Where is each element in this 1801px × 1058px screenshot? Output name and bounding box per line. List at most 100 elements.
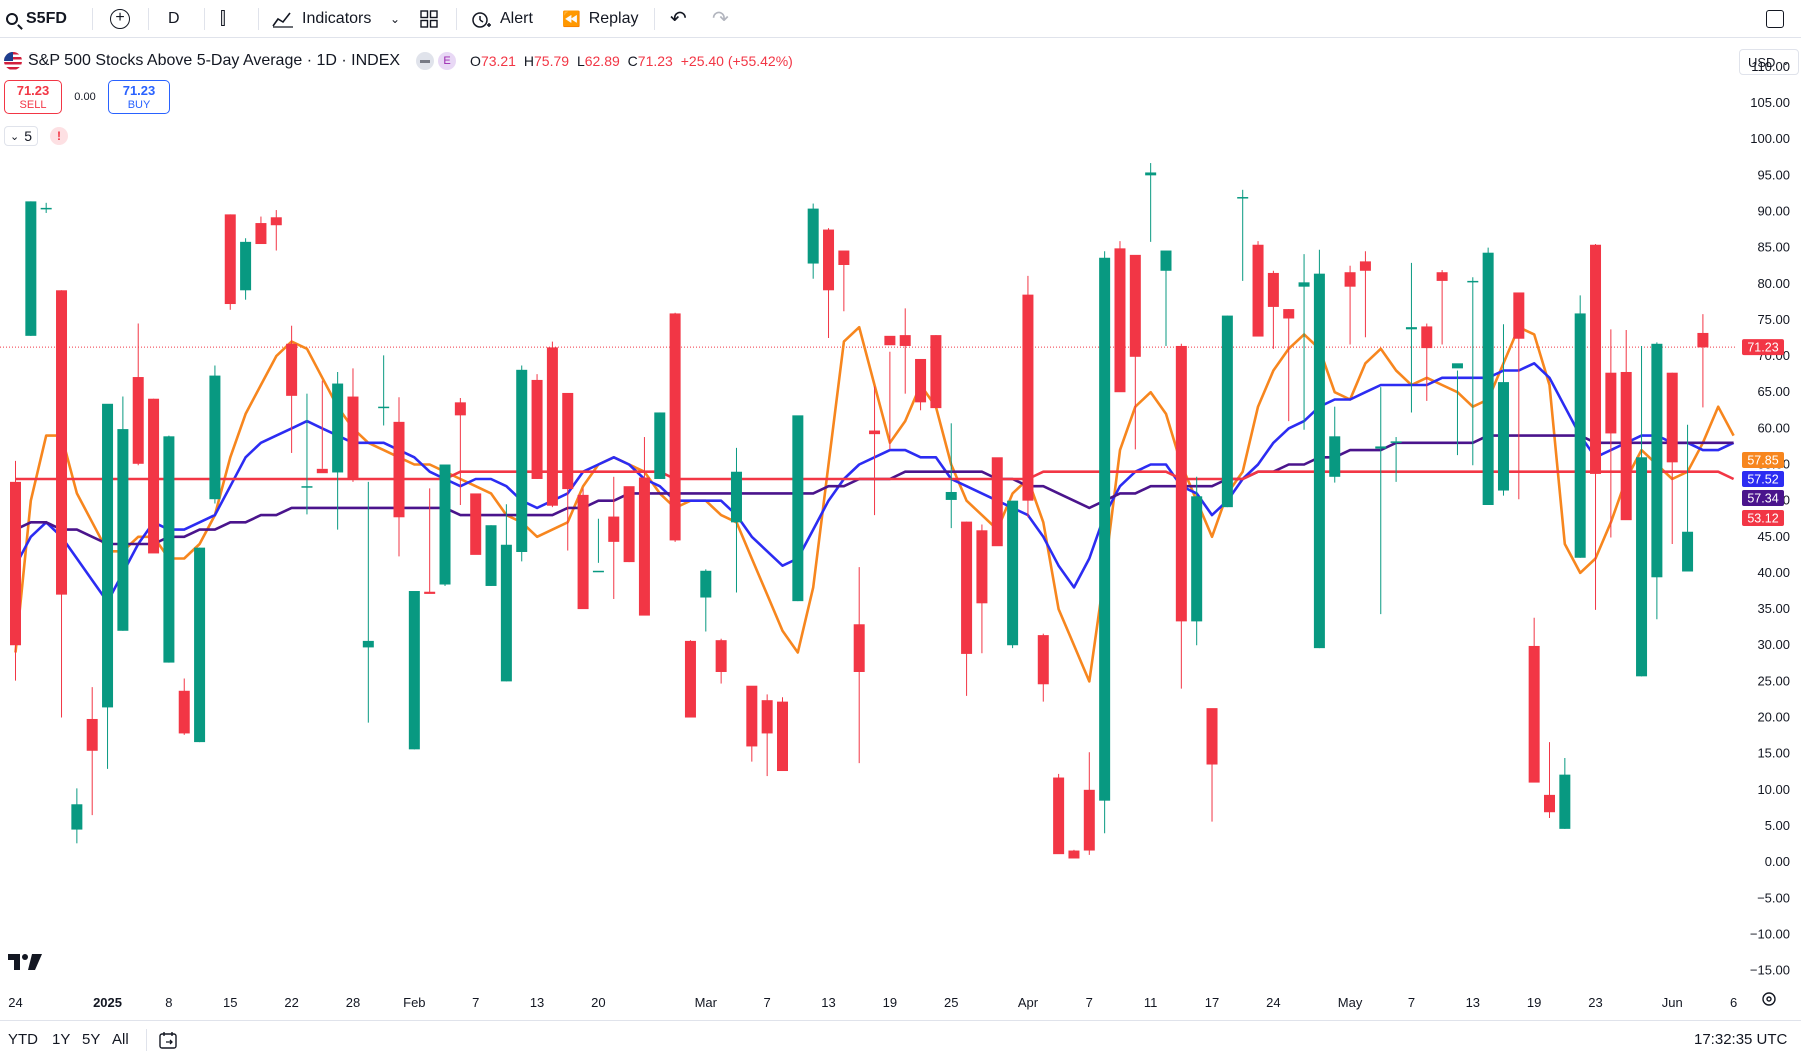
candle bbox=[1620, 330, 1632, 521]
candle-body bbox=[56, 290, 68, 595]
candle-body bbox=[332, 383, 344, 473]
range-1y[interactable]: 1Y bbox=[52, 1021, 70, 1058]
candle-body bbox=[1298, 282, 1310, 287]
candle-body bbox=[853, 624, 865, 672]
candle bbox=[684, 640, 696, 718]
candle bbox=[807, 203, 819, 279]
range-5y[interactable]: 5Y bbox=[82, 1021, 100, 1058]
candle-body bbox=[1405, 327, 1417, 330]
range-ytd[interactable]: YTD bbox=[8, 1021, 38, 1058]
spread-value: 0.00 bbox=[74, 91, 96, 103]
y-tick-label: 10.00 bbox=[1757, 782, 1790, 797]
candle bbox=[40, 202, 52, 213]
chart-type-button[interactable]: ⫿ bbox=[220, 0, 226, 37]
candle bbox=[301, 393, 313, 515]
candle bbox=[623, 486, 635, 563]
candle-body bbox=[715, 640, 727, 672]
candle-body bbox=[746, 685, 758, 747]
sell-button[interactable]: 71.23 SELL bbox=[4, 80, 62, 114]
price-chart[interactable]: 110.00105.00100.0095.0090.0085.0080.0075… bbox=[0, 38, 1801, 1020]
candle bbox=[1513, 292, 1525, 500]
ma-price-tag-bg bbox=[1742, 471, 1784, 487]
candle-body bbox=[1482, 252, 1494, 505]
indicators-collapse-button[interactable]: ⌄ 5 bbox=[4, 126, 39, 146]
candle-body bbox=[623, 486, 635, 563]
ma-price-tag-label: 53.12 bbox=[1747, 512, 1778, 526]
ma-price-tag: 57.34 bbox=[1742, 490, 1784, 506]
symbol-search[interactable]: S5FD bbox=[6, 0, 67, 37]
candle bbox=[1682, 424, 1694, 572]
earnings-badge[interactable]: E bbox=[438, 52, 457, 70]
redo-button[interactable]: ↷ bbox=[712, 0, 729, 37]
ma-price-tag-label: 57.34 bbox=[1747, 492, 1778, 506]
x-tick-label: 24 bbox=[1266, 995, 1280, 1010]
undo-button[interactable]: ↶ bbox=[670, 0, 687, 37]
candle bbox=[777, 697, 788, 772]
candle bbox=[1206, 708, 1218, 822]
candle bbox=[1605, 329, 1617, 538]
fullscreen-button[interactable] bbox=[1766, 0, 1784, 37]
candle-body bbox=[1053, 777, 1065, 855]
candle bbox=[485, 525, 497, 586]
warning-badge[interactable]: ! bbox=[50, 127, 69, 145]
candle-body bbox=[1513, 292, 1525, 339]
close-value: 71.23 bbox=[637, 53, 673, 69]
candle-body bbox=[1697, 332, 1709, 348]
buy-button[interactable]: 71.23 BUY bbox=[108, 80, 170, 114]
candle-body bbox=[1390, 441, 1402, 443]
x-tick-label: 7 bbox=[1086, 995, 1093, 1010]
candle bbox=[1083, 752, 1095, 855]
x-tick-label: 25 bbox=[944, 995, 958, 1010]
candle-body bbox=[424, 591, 436, 594]
candle bbox=[1436, 270, 1448, 345]
candle bbox=[500, 504, 512, 682]
goto-date-button[interactable] bbox=[158, 1021, 178, 1058]
candle-body bbox=[301, 486, 313, 488]
candle bbox=[562, 392, 574, 551]
interval-button[interactable]: D bbox=[168, 0, 180, 37]
currency-button[interactable]: USD ⌄ bbox=[1739, 49, 1799, 75]
replay-button[interactable]: ⏪ Replay bbox=[562, 0, 639, 37]
alert-button[interactable]: Alert bbox=[470, 0, 533, 37]
candle-body bbox=[1467, 280, 1479, 283]
candle-body bbox=[117, 429, 129, 631]
x-tick-label: Jun bbox=[1662, 995, 1683, 1010]
x-tick-label: 13 bbox=[530, 995, 544, 1010]
indicators-dropdown[interactable]: ⌄ bbox=[390, 0, 400, 37]
open-value: 73.21 bbox=[480, 53, 516, 69]
symbol-title[interactable]: S&P 500 Stocks Above 5-Day Average · 1D … bbox=[28, 52, 401, 69]
x-tick-label: 15 bbox=[223, 995, 237, 1010]
candle bbox=[654, 412, 666, 479]
axis-settings-button[interactable] bbox=[1760, 990, 1778, 1013]
tradingview-logo bbox=[8, 952, 44, 977]
indicators-button[interactable]: Indicators bbox=[272, 0, 371, 37]
y-tick-label: −15.00 bbox=[1750, 963, 1790, 978]
candle-body bbox=[838, 250, 850, 265]
candle-body bbox=[1436, 272, 1448, 281]
candle bbox=[592, 518, 604, 573]
candle bbox=[1007, 500, 1019, 649]
clock[interactable]: 17:32:35 UTC bbox=[1694, 1021, 1787, 1058]
candle bbox=[1666, 372, 1678, 545]
candle bbox=[1252, 241, 1264, 337]
candle-body bbox=[792, 415, 804, 602]
us-flag-icon bbox=[4, 52, 22, 70]
candle bbox=[1497, 324, 1509, 496]
candle bbox=[1421, 323, 1433, 401]
candle-body bbox=[608, 516, 620, 542]
candle bbox=[945, 423, 957, 529]
sell-price: 71.23 bbox=[16, 83, 50, 98]
x-tick-label: 19 bbox=[883, 995, 897, 1010]
compare-button[interactable]: + bbox=[110, 0, 130, 37]
calendar-icon bbox=[159, 1031, 177, 1049]
candle bbox=[715, 638, 727, 684]
candle-body bbox=[1375, 446, 1387, 449]
candle-body bbox=[1421, 326, 1433, 349]
candle-body bbox=[592, 570, 604, 573]
candle-body bbox=[1221, 315, 1233, 508]
layouts-button[interactable] bbox=[420, 0, 438, 37]
candle-body bbox=[1544, 794, 1555, 813]
candle-body bbox=[1160, 250, 1172, 271]
x-tick-label: May bbox=[1338, 995, 1363, 1010]
range-all[interactable]: All bbox=[112, 1021, 129, 1058]
